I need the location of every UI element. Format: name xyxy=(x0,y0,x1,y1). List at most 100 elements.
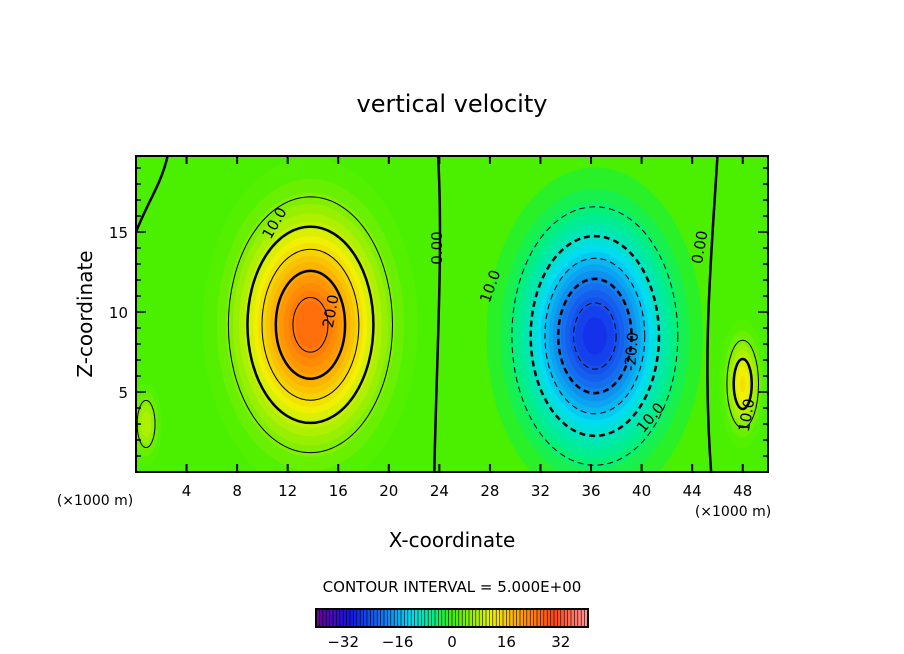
contour-line xyxy=(732,357,753,411)
colorbar-swatch xyxy=(452,609,456,627)
x-tick-label: 20 xyxy=(379,482,398,500)
colorbar-swatch xyxy=(343,609,347,627)
colorbar-swatch xyxy=(469,609,473,627)
contour-line xyxy=(261,248,360,401)
colorbar-swatch xyxy=(462,609,466,627)
colorbar-swatch xyxy=(390,609,395,627)
contour-line xyxy=(573,302,617,370)
x-tick-label: 16 xyxy=(329,482,348,500)
colorbar-swatch xyxy=(414,609,419,627)
colorbar-swatch xyxy=(577,609,582,627)
colorbar-swatch xyxy=(387,609,392,627)
colorbar-swatch xyxy=(509,609,514,627)
x-tick-label: 36 xyxy=(581,482,600,500)
colorbar-swatch xyxy=(360,609,364,627)
colorbar-tick-label: 32 xyxy=(551,633,570,651)
colorbar-swatch xyxy=(571,609,575,627)
colorbar-swatch xyxy=(448,609,453,627)
colorbar-swatch xyxy=(438,609,443,627)
fill-level xyxy=(739,375,746,393)
colorbar-swatch xyxy=(435,609,439,627)
colorbar-swatch xyxy=(431,609,436,627)
colorbar-swatch xyxy=(475,609,480,627)
colorbar-swatch xyxy=(554,609,558,627)
colorbar-swatch xyxy=(370,609,375,627)
colorbar-swatch xyxy=(407,609,412,627)
fill-level xyxy=(295,301,326,349)
colorbar-swatch xyxy=(339,609,344,627)
x-tick-label: 12 xyxy=(278,482,297,500)
x-tick-label: 4 xyxy=(182,482,192,500)
colorbar-tick-label: 16 xyxy=(497,633,516,651)
colorbar-swatch xyxy=(329,609,334,627)
colorbar-swatch xyxy=(373,609,378,627)
zero-contour xyxy=(433,156,442,472)
colorbar-swatch xyxy=(319,609,324,627)
colorbar-swatch xyxy=(557,609,562,627)
colorbar-swatch xyxy=(540,609,545,627)
colorbar-swatch xyxy=(441,609,446,627)
colorbar-swatch xyxy=(543,609,548,627)
contour-line xyxy=(292,296,329,353)
colorbar-swatch xyxy=(486,609,490,627)
colorbar-swatch xyxy=(530,609,534,627)
colorbar-swatch xyxy=(503,609,507,627)
colorbar-swatch xyxy=(316,609,320,627)
colorbar-swatch xyxy=(479,609,483,627)
y-tick-label: 15 xyxy=(109,224,128,242)
colorbar-swatch xyxy=(526,609,531,627)
colorbar-swatch xyxy=(492,609,497,627)
colorbar-tick-label: 0 xyxy=(447,633,457,651)
zero-contour xyxy=(706,156,719,472)
y-tick-label: 5 xyxy=(118,384,128,402)
contour-label: -20.0 xyxy=(621,331,642,371)
chart-title: vertical velocity xyxy=(357,90,548,118)
colorbar: −32 −16 0 16 32 xyxy=(315,608,589,651)
colorbar-swatch xyxy=(499,609,504,627)
colorbar-swatch xyxy=(411,609,415,627)
colorbar-swatch xyxy=(567,609,572,627)
colorbar-swatch xyxy=(384,609,388,627)
colorbar-swatch xyxy=(458,609,463,627)
colorbar-swatch xyxy=(574,609,579,627)
colorbar-swatch xyxy=(424,609,429,627)
colorbar-swatch xyxy=(455,609,460,627)
colorbar-swatch xyxy=(537,609,541,627)
x-tick-label: 48 xyxy=(733,482,752,500)
colorbar-swatch xyxy=(336,609,341,627)
colorbar-swatch xyxy=(516,609,521,627)
colorbar-swatch xyxy=(560,609,565,627)
colorbar-swatch xyxy=(350,609,354,627)
colorbar-swatch xyxy=(326,609,330,627)
y-axis-label: Z-coordinate xyxy=(73,250,97,377)
colorbar-swatch xyxy=(380,609,385,627)
contour-label: 0.00 xyxy=(428,231,446,264)
colorbar-swatch xyxy=(353,609,358,627)
colorbar-swatch xyxy=(367,609,371,627)
contour-label: 10.0 xyxy=(735,397,759,433)
colorbar-swatch xyxy=(489,609,494,627)
x-tick-label: 32 xyxy=(531,482,550,500)
colorbar-swatch xyxy=(394,609,398,627)
colorbar-frame xyxy=(315,608,589,628)
colorbar-swatch xyxy=(428,609,432,627)
colorbar-swatch xyxy=(465,609,470,627)
colorbar-swatch xyxy=(564,609,568,627)
y-unit-label: (×1000 m) xyxy=(57,493,133,509)
x-unit-label: (×1000 m) xyxy=(695,504,771,520)
contour-line xyxy=(511,206,679,466)
contour-interval-label: CONTOUR INTERVAL = 5.000E+00 xyxy=(323,578,582,596)
contour-line xyxy=(227,196,394,454)
colorbar-swatch xyxy=(584,609,589,627)
fill-level xyxy=(141,410,152,438)
colorbar-swatch xyxy=(513,609,517,627)
colorbar-swatch xyxy=(346,609,351,627)
contour-line xyxy=(726,339,760,429)
colorbar-swatch xyxy=(506,609,511,627)
colorbar-swatch xyxy=(377,609,381,627)
x-tick-label: 40 xyxy=(632,482,651,500)
